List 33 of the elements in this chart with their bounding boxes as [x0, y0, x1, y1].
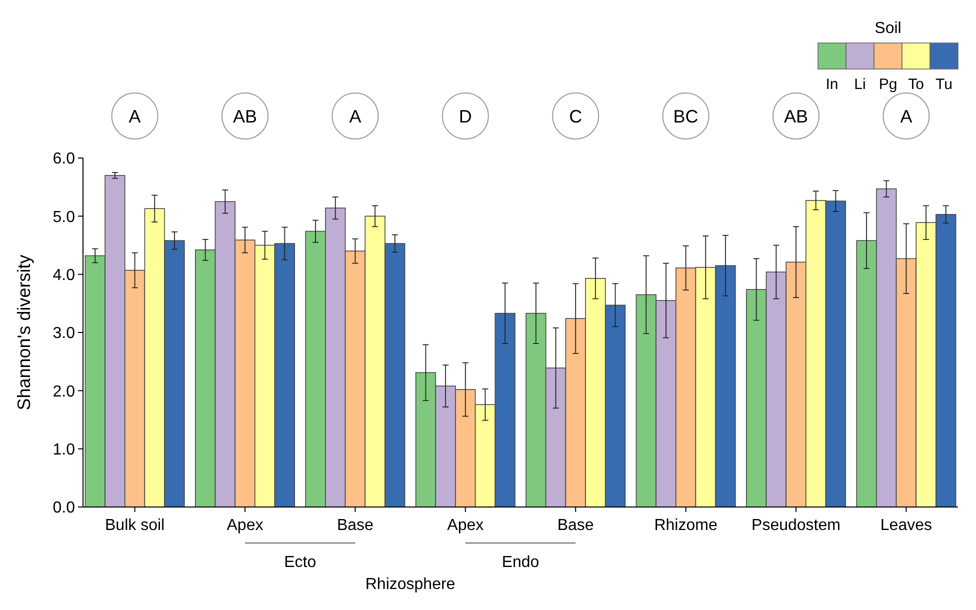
text: Rhizosphere — [365, 576, 456, 593]
y-tick-label: 0.0 — [52, 500, 76, 517]
text: Ecto — [284, 554, 316, 571]
y-tick-label: 3.0 — [52, 325, 76, 342]
text: A — [900, 106, 912, 126]
text: AB — [784, 106, 808, 126]
legend-label: In — [826, 76, 838, 93]
y-tick-label: 2.0 — [52, 383, 76, 400]
y-tick-label: 5.0 — [52, 208, 76, 226]
text: C — [569, 106, 582, 126]
legend-label: Pg — [878, 76, 898, 93]
text: D — [458, 106, 472, 126]
x-tick-label: Base — [336, 517, 374, 534]
x-tick-label: Rhizome — [654, 517, 718, 534]
y-tick-label: 4.0 — [52, 266, 76, 284]
y-axis-title: Shannon's diversity — [14, 254, 34, 410]
text: A — [349, 106, 362, 126]
legend-label: To — [908, 76, 924, 93]
x-tick-label: Base — [557, 517, 594, 534]
y-tick-label: 6.0 — [52, 150, 76, 168]
legend-label: Li — [854, 76, 866, 93]
text: BC — [673, 106, 698, 126]
text: AB — [232, 106, 258, 126]
x-tick-label: Apex — [447, 517, 484, 534]
legend-title: Soil — [874, 20, 902, 37]
text: Endo — [502, 554, 540, 571]
x-tick-label: Leaves — [880, 517, 932, 534]
y-tick-label: 1.0 — [52, 441, 76, 458]
x-tick-label: Bulk soil — [105, 517, 165, 534]
text: A — [128, 106, 141, 126]
x-tick-label: Pseudostem — [752, 517, 840, 534]
legend-label: Tu — [936, 76, 952, 93]
x-tick-label: Apex — [226, 517, 264, 534]
